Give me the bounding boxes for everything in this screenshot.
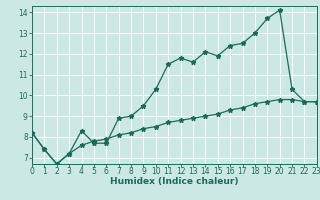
X-axis label: Humidex (Indice chaleur): Humidex (Indice chaleur) [110, 177, 239, 186]
